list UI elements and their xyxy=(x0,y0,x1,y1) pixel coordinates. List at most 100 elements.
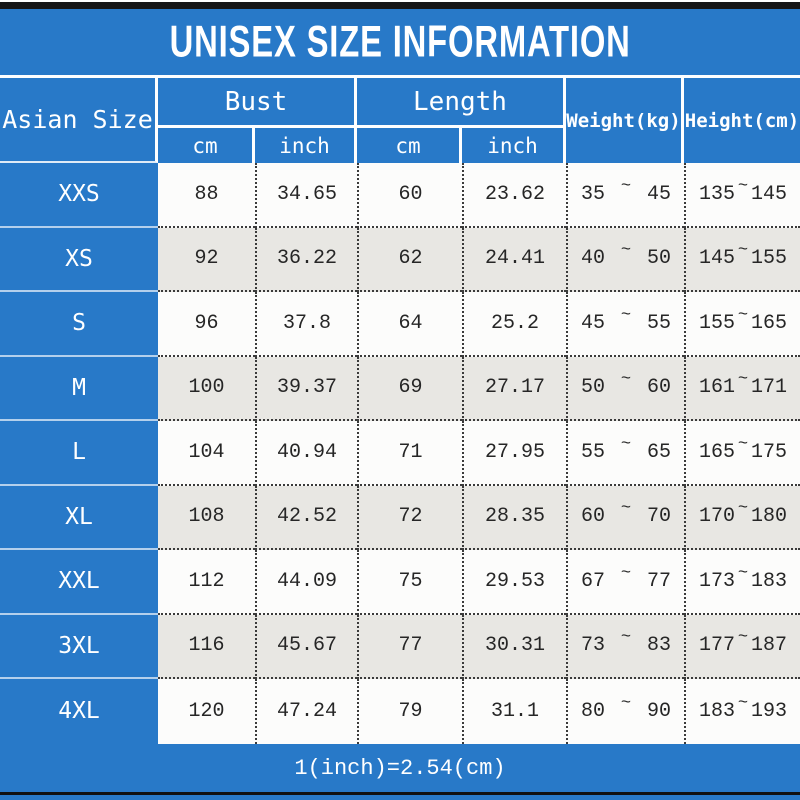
range-separator: ~ xyxy=(737,241,749,261)
range-separator: ~ xyxy=(737,176,749,196)
range-separator: ~ xyxy=(620,305,632,325)
height-min: 155 xyxy=(699,311,736,335)
bust-inch-cell: 44.09 xyxy=(255,550,357,615)
length-cm-cell: 79 xyxy=(357,679,462,744)
weight-min: 40 xyxy=(581,247,606,271)
height-range-cell: 177 ~ 187 xyxy=(684,614,800,679)
length-inch-cell: 30.31 xyxy=(462,614,566,679)
height-min: 177 xyxy=(699,634,736,658)
height-range-cell: 145 ~ 155 xyxy=(684,227,800,292)
weight-max: 70 xyxy=(646,505,671,529)
range-separator: ~ xyxy=(620,693,632,713)
height-max: 193 xyxy=(750,699,787,723)
weight-max: 60 xyxy=(646,376,671,400)
range-separator: ~ xyxy=(620,176,632,196)
height-max: 180 xyxy=(750,505,787,529)
bust-cm-cell: 104 xyxy=(158,421,255,486)
top-divider-bar xyxy=(0,2,800,9)
height-header: Height(cm) xyxy=(684,78,800,163)
range-separator: ~ xyxy=(737,628,749,648)
size-cell: XXL xyxy=(0,550,158,615)
weight-min: 67 xyxy=(581,569,606,593)
weight-min: 60 xyxy=(581,505,606,529)
size-cell: 4XL xyxy=(0,679,158,744)
weight-range-cell: 67 ~ 77 xyxy=(566,550,684,615)
bust-inch-cell: 40.94 xyxy=(255,421,357,486)
height-min: 173 xyxy=(699,569,736,593)
bust-cm-cell: 92 xyxy=(158,227,255,292)
length-inch-cell: 27.17 xyxy=(462,356,566,421)
page-title: UNISEX SIZE INFORMATION xyxy=(169,16,631,67)
size-table: Asian Size Bust Length Weight(kg) Height… xyxy=(0,78,800,744)
height-min: 183 xyxy=(699,699,736,723)
bust-cm-cell: 88 xyxy=(158,163,255,228)
weight-max: 77 xyxy=(646,569,671,593)
bust-inch-cell: 42.52 xyxy=(255,485,357,550)
size-cell: S xyxy=(0,292,158,357)
height-range-cell: 165 ~ 175 xyxy=(684,421,800,486)
bust-inch-cell: 45.67 xyxy=(255,614,357,679)
range-separator: ~ xyxy=(737,370,749,390)
length-inch-cell: 23.62 xyxy=(462,163,566,228)
weight-min: 55 xyxy=(581,440,606,464)
corner-header: Asian Size xyxy=(0,78,158,163)
weight-range-cell: 45 ~ 55 xyxy=(566,292,684,357)
length-inch-cell: 28.35 xyxy=(462,485,566,550)
length-cm-cell: 64 xyxy=(357,292,462,357)
height-min: 161 xyxy=(699,376,736,400)
bust-group-header: Bust xyxy=(158,78,357,128)
weight-range-cell: 40 ~ 50 xyxy=(566,227,684,292)
weight-min: 50 xyxy=(581,376,606,400)
weight-range-cell: 73 ~ 83 xyxy=(566,614,684,679)
range-separator: ~ xyxy=(620,499,632,519)
height-max: 183 xyxy=(750,569,787,593)
size-cell: XL xyxy=(0,485,158,550)
height-range-cell: 161 ~ 171 xyxy=(684,356,800,421)
bust-inch-cell: 37.8 xyxy=(255,292,357,357)
range-separator: ~ xyxy=(620,563,632,583)
height-min: 165 xyxy=(699,440,736,464)
length-cm-cell: 62 xyxy=(357,227,462,292)
range-separator: ~ xyxy=(620,628,632,648)
weight-max: 90 xyxy=(646,699,671,723)
length-inch-cell: 29.53 xyxy=(462,550,566,615)
length-inch-cell: 24.41 xyxy=(462,227,566,292)
length-cm-cell: 72 xyxy=(357,485,462,550)
length-inch-cell: 31.1 xyxy=(462,679,566,744)
weight-max: 50 xyxy=(646,247,671,271)
range-separator: ~ xyxy=(737,563,749,583)
weight-max: 55 xyxy=(646,311,671,335)
weight-min: 45 xyxy=(581,311,606,335)
bust-cm-cell: 96 xyxy=(158,292,255,357)
height-min: 170 xyxy=(699,505,736,529)
bust-cm-cell: 112 xyxy=(158,550,255,615)
height-max: 145 xyxy=(750,182,787,206)
weight-min: 73 xyxy=(581,634,606,658)
bust-cm-cell: 116 xyxy=(158,614,255,679)
weight-max: 83 xyxy=(646,634,671,658)
weight-range-cell: 80 ~ 90 xyxy=(566,679,684,744)
bust-inch-subheader: inch xyxy=(255,128,357,163)
bust-inch-cell: 36.22 xyxy=(255,227,357,292)
bust-cm-subheader: cm xyxy=(158,128,255,163)
length-group-header: Length xyxy=(357,78,566,128)
title-divider xyxy=(0,75,800,78)
size-cell: XS xyxy=(0,227,158,292)
height-max: 165 xyxy=(750,311,787,335)
height-range-cell: 170 ~ 180 xyxy=(684,485,800,550)
range-separator: ~ xyxy=(737,305,749,325)
length-cm-cell: 75 xyxy=(357,550,462,615)
bust-cm-cell: 120 xyxy=(158,679,255,744)
range-separator: ~ xyxy=(737,499,749,519)
bust-inch-cell: 34.65 xyxy=(255,163,357,228)
height-range-cell: 135 ~ 145 xyxy=(684,163,800,228)
weight-header: Weight(kg) xyxy=(566,78,684,163)
height-range-cell: 183 ~ 193 xyxy=(684,679,800,744)
height-min: 145 xyxy=(699,247,736,271)
length-inch-subheader: inch xyxy=(462,128,566,163)
size-cell: XXS xyxy=(0,163,158,228)
height-max: 175 xyxy=(750,440,787,464)
weight-max: 45 xyxy=(646,182,671,206)
footer-divider xyxy=(0,792,800,795)
